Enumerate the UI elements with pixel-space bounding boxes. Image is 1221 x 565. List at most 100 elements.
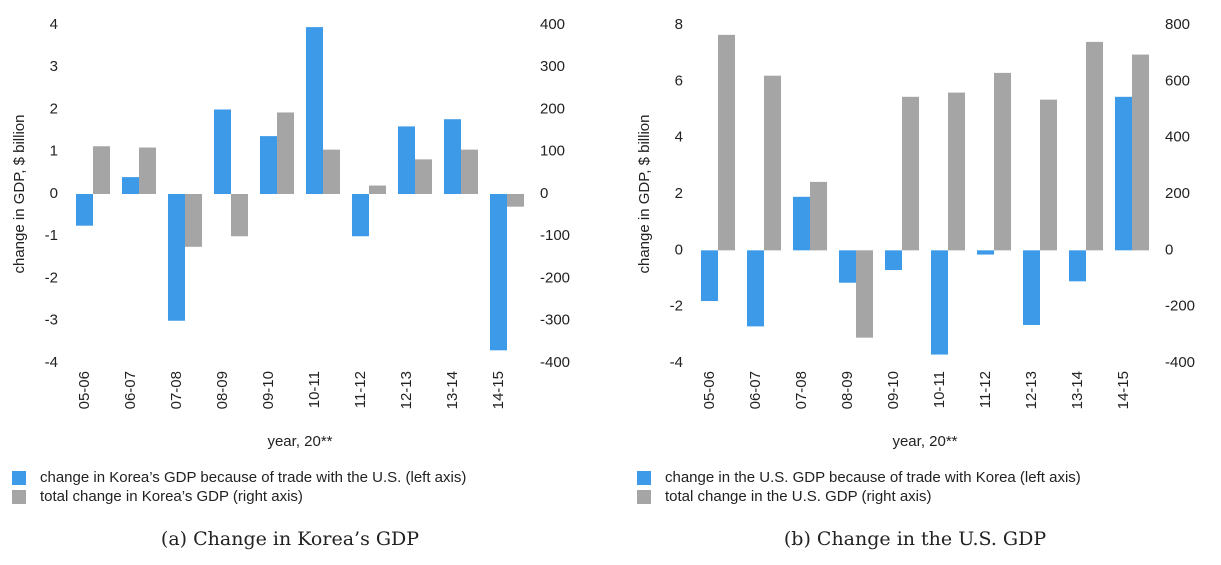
x-tick-label: 07-08 bbox=[168, 371, 185, 409]
x-tick-label: 13-14 bbox=[444, 371, 461, 409]
x-axis-title: year, 20** bbox=[892, 433, 957, 450]
bar bbox=[994, 72, 1012, 251]
x-tick-label: 10-11 bbox=[306, 371, 323, 408]
x-tick-label: 14-15 bbox=[1115, 371, 1132, 409]
x-tick-label: 08-09 bbox=[839, 371, 856, 409]
x-tick-label: 14-15 bbox=[490, 371, 507, 409]
y-axis-title: change in GDP, $ billion bbox=[636, 115, 653, 274]
bar bbox=[185, 194, 203, 247]
bar bbox=[507, 194, 525, 207]
bar bbox=[489, 194, 507, 351]
y2-tick-label: -400 bbox=[540, 354, 570, 371]
y2-tick-label: 200 bbox=[1165, 185, 1190, 202]
x-tick-label: 06-07 bbox=[122, 371, 139, 409]
y2-tick-label: 100 bbox=[540, 143, 565, 160]
y-tick-label: 0 bbox=[50, 185, 58, 202]
bar bbox=[121, 177, 139, 194]
y2-tick-label: -200 bbox=[1165, 298, 1195, 315]
legend-label: change in Korea’s GDP because of trade w… bbox=[40, 469, 466, 486]
bar bbox=[700, 250, 718, 302]
bar bbox=[930, 250, 948, 355]
x-tick-label: 11-12 bbox=[352, 371, 369, 408]
x-tick-label: 05-06 bbox=[76, 371, 93, 409]
y2-tick-label: -300 bbox=[540, 312, 570, 329]
y-tick-label: -3 bbox=[45, 312, 58, 329]
bar bbox=[884, 250, 902, 271]
caption: (b) Change in the U.S. GDP bbox=[784, 528, 1046, 550]
y2-tick-label: 800 bbox=[1165, 16, 1190, 33]
bar bbox=[369, 185, 387, 194]
y-tick-label: 4 bbox=[675, 129, 683, 146]
x-tick-label: 12-13 bbox=[1023, 371, 1040, 409]
bar bbox=[461, 149, 479, 194]
y2-tick-label: 0 bbox=[540, 185, 548, 202]
bar bbox=[792, 196, 810, 251]
legend-swatch bbox=[12, 490, 26, 504]
y-tick-label: 3 bbox=[50, 58, 58, 75]
y-tick-label: -2 bbox=[45, 269, 58, 286]
y-axis-title: change in GDP, $ billion bbox=[11, 115, 28, 274]
y-tick-label: -4 bbox=[670, 354, 683, 371]
legend-swatch bbox=[12, 471, 26, 485]
legend-swatch bbox=[637, 471, 651, 485]
y-tick-label: -2 bbox=[670, 298, 683, 315]
bar bbox=[838, 250, 856, 283]
x-tick-label: 13-14 bbox=[1069, 371, 1086, 409]
caption: (a) Change in Korea’s GDP bbox=[161, 528, 419, 550]
y-tick-label: 0 bbox=[675, 241, 683, 258]
legend-swatch bbox=[637, 490, 651, 504]
bar bbox=[277, 112, 295, 194]
y-tick-label: 8 bbox=[675, 16, 683, 33]
bar bbox=[305, 27, 323, 194]
y2-tick-label: 300 bbox=[540, 58, 565, 75]
bar bbox=[902, 96, 920, 251]
bar bbox=[1040, 99, 1058, 251]
y-tick-label: 2 bbox=[50, 100, 58, 117]
y2-tick-label: -400 bbox=[1165, 354, 1195, 371]
legend-label: change in the U.S. GDP because of trade … bbox=[665, 469, 1081, 486]
bar bbox=[1114, 96, 1132, 251]
bar bbox=[213, 109, 231, 194]
bar bbox=[856, 250, 874, 338]
bar bbox=[415, 159, 433, 194]
y-tick-label: 2 bbox=[675, 185, 683, 202]
x-tick-label: 05-06 bbox=[701, 371, 718, 409]
x-tick-label: 10-11 bbox=[931, 371, 948, 408]
bar bbox=[948, 92, 966, 251]
y-tick-label: 4 bbox=[50, 16, 58, 33]
y2-tick-label: 0 bbox=[1165, 241, 1173, 258]
y2-tick-label: 600 bbox=[1165, 72, 1190, 89]
bar bbox=[231, 194, 249, 237]
y2-tick-label: -100 bbox=[540, 227, 570, 244]
bar bbox=[976, 250, 994, 255]
y2-tick-label: 400 bbox=[540, 16, 565, 33]
y-tick-label: 6 bbox=[675, 72, 683, 89]
x-tick-label: 07-08 bbox=[793, 371, 810, 409]
x-tick-label: 12-13 bbox=[398, 371, 415, 409]
bar bbox=[323, 149, 341, 194]
x-tick-label: 11-12 bbox=[977, 371, 994, 408]
y2-tick-label: -200 bbox=[540, 269, 570, 286]
bar bbox=[764, 75, 782, 251]
legend-label: total change in the U.S. GDP (right axis… bbox=[665, 488, 932, 505]
bar bbox=[259, 136, 277, 194]
y-tick-label: -1 bbox=[45, 227, 58, 244]
bar bbox=[1132, 54, 1150, 251]
bar bbox=[810, 181, 828, 251]
x-axis-title: year, 20** bbox=[267, 433, 332, 450]
bar bbox=[718, 34, 736, 251]
bar bbox=[139, 147, 157, 194]
bar bbox=[1022, 250, 1040, 325]
y2-tick-label: 200 bbox=[540, 100, 565, 117]
y-tick-label: 1 bbox=[50, 143, 58, 160]
bar bbox=[746, 250, 764, 327]
bar bbox=[351, 194, 369, 237]
bar bbox=[443, 119, 461, 194]
y-tick-label: -4 bbox=[45, 354, 58, 371]
y2-tick-label: 400 bbox=[1165, 129, 1190, 146]
x-tick-label: 09-10 bbox=[260, 371, 277, 409]
bar bbox=[397, 126, 415, 194]
bar bbox=[167, 194, 185, 321]
bar bbox=[1068, 250, 1086, 282]
